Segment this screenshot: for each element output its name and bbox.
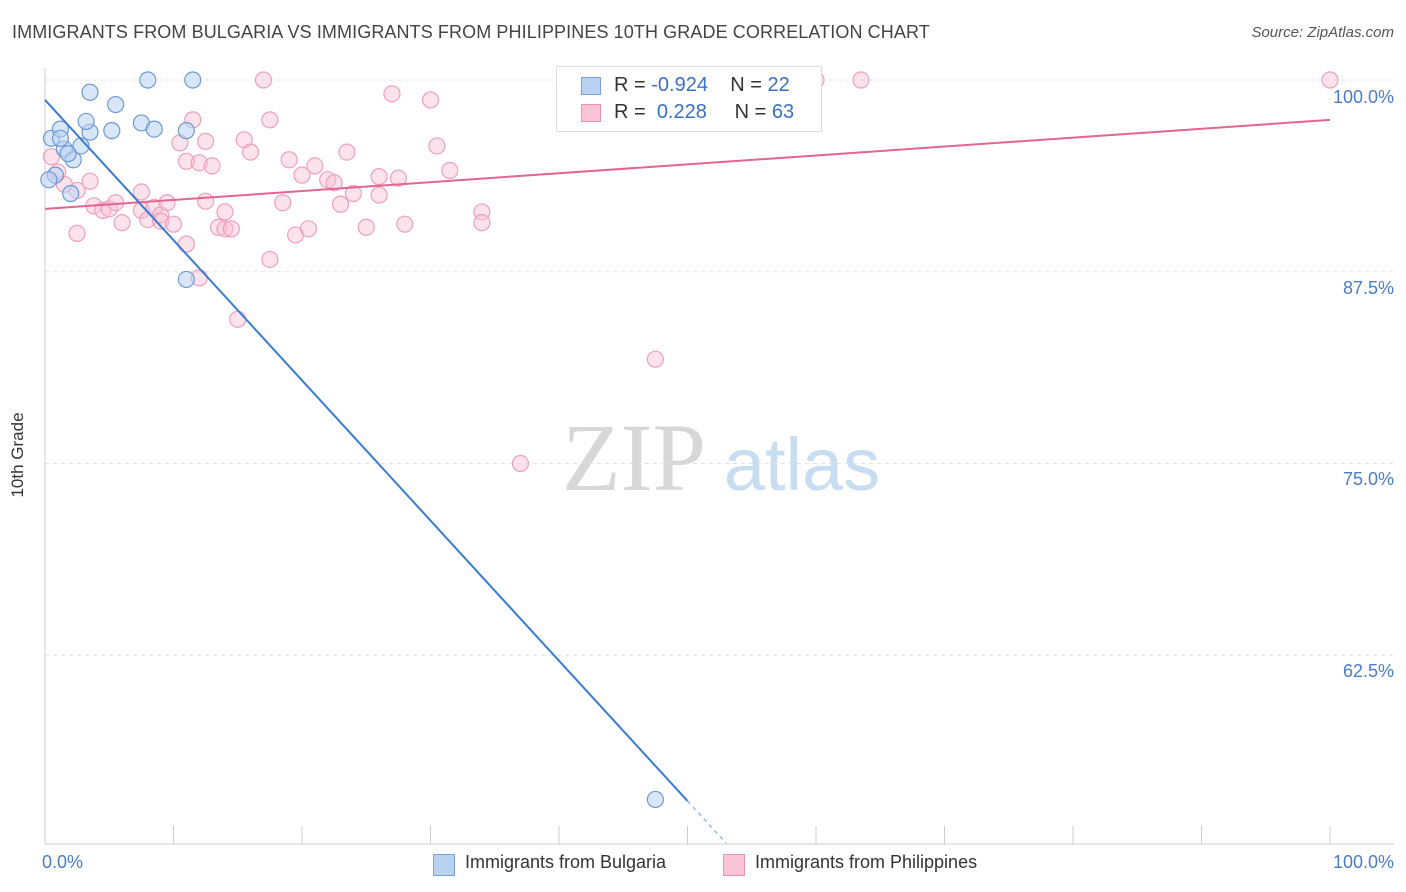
philippines-point [306, 157, 324, 175]
bulgaria-point [103, 122, 121, 140]
chart-title: IMMIGRANTS FROM BULGARIA VS IMMIGRANTS F… [12, 22, 930, 42]
y-tick-100: 100.0% [1332, 87, 1394, 107]
bulgaria-point [184, 71, 202, 89]
philippines-point [370, 168, 388, 186]
y-tick-75: 75.0% [1342, 469, 1394, 489]
philippines-point [203, 157, 221, 175]
philippines-point [646, 350, 664, 368]
gridlines [45, 79, 1394, 656]
trend-lines [44, 99, 1331, 844]
philippines-point [370, 186, 388, 204]
philippines-point [344, 184, 362, 203]
philippines-point [132, 183, 150, 201]
philippines-point [383, 85, 401, 103]
philippines-point [190, 154, 208, 172]
philippines-point [68, 224, 86, 242]
philippines-point [357, 218, 375, 236]
bulgaria-point [40, 171, 58, 189]
philippines-r-label: R = [614, 101, 652, 123]
philippines-point [274, 194, 292, 212]
philippines-trend-line [44, 118, 1331, 210]
philippines-point [164, 215, 183, 233]
stats-legend: R = -0.924 N = 22 R = 0.228 N = 63 [556, 66, 822, 132]
philippines-point [261, 250, 279, 269]
philippines-point [81, 172, 99, 190]
philippines-point [209, 218, 228, 236]
x-tick-100: 100.0% [1332, 852, 1394, 872]
philippines-point [299, 220, 318, 238]
philippines-point [293, 166, 311, 184]
philippines-point [421, 91, 440, 109]
bulgaria-point [107, 95, 125, 114]
philippines-point [152, 212, 170, 230]
philippines-point [511, 454, 530, 473]
philippines-point [242, 143, 260, 161]
bulgaria-point [177, 270, 195, 289]
philippines-r-value: 0.228 [656, 101, 707, 123]
philippines-point [428, 137, 446, 155]
philippines-point [197, 192, 215, 210]
y-tick-62-5: 62.5% [1342, 661, 1394, 681]
y-tick-87-5: 87.5% [1342, 278, 1394, 298]
philippines-point [222, 220, 240, 238]
philippines-point [441, 161, 459, 180]
bulgaria-point [59, 145, 77, 163]
bulgaria-point [145, 120, 163, 138]
bulgaria-legend-swatch [433, 854, 455, 876]
bulgaria-points [40, 71, 664, 809]
philippines-point [1321, 71, 1339, 89]
source-label: Source: ZipAtlas.com [1251, 24, 1394, 41]
philippines-point [396, 215, 414, 233]
philippines-point [280, 151, 298, 169]
bulgaria-point [81, 83, 99, 101]
bulgaria-trend-extension [686, 800, 727, 844]
philippines-point [113, 214, 131, 232]
x-tick-0: 0.0% [42, 852, 84, 872]
philippines-n-value: 63 [771, 101, 795, 123]
bulgaria-swatch [581, 77, 601, 95]
bulgaria-n-label: N = [730, 74, 768, 96]
bulgaria-point [51, 129, 70, 147]
philippines-point [389, 169, 407, 187]
bulgaria-point [139, 71, 157, 89]
philippines-point [42, 148, 61, 166]
philippines-points [42, 71, 1339, 473]
x-tick-marks [44, 826, 1331, 844]
philippines-point [254, 71, 273, 89]
bulgaria-r-label: R = [614, 74, 652, 96]
philippines-point [229, 310, 247, 328]
philippines-point [216, 220, 234, 238]
philippines-point [338, 143, 356, 161]
philippines-legend-label: Immigrants from Philippines [755, 852, 978, 872]
philippines-legend-swatch [723, 854, 745, 876]
philippines-swatch [581, 104, 601, 122]
philippines-n-label: N = [734, 101, 772, 123]
philippines-point [852, 71, 870, 89]
bulgaria-point [77, 112, 95, 131]
philippines-point [216, 203, 234, 221]
bulgaria-point [62, 184, 80, 203]
watermark-atlas: atlas [724, 423, 880, 506]
philippines-point [94, 201, 112, 219]
bulgaria-legend-label: Immigrants from Bulgaria [465, 852, 667, 872]
bulgaria-point [177, 122, 195, 140]
philippines-point [197, 132, 215, 150]
philippines-point [325, 174, 343, 192]
bulgaria-r-value: -0.924 [651, 74, 708, 96]
bulgaria-n-value: 22 [767, 74, 790, 96]
watermark-zip: ZIP [562, 404, 706, 511]
philippines-point [177, 235, 195, 253]
philippines-point [177, 152, 195, 170]
philippines-point [261, 111, 279, 129]
philippines-point [473, 214, 491, 232]
bulgaria-point [646, 790, 664, 809]
bulgaria-trend-line [44, 99, 689, 802]
philippines-point [158, 194, 176, 212]
philippines-point [331, 195, 350, 213]
